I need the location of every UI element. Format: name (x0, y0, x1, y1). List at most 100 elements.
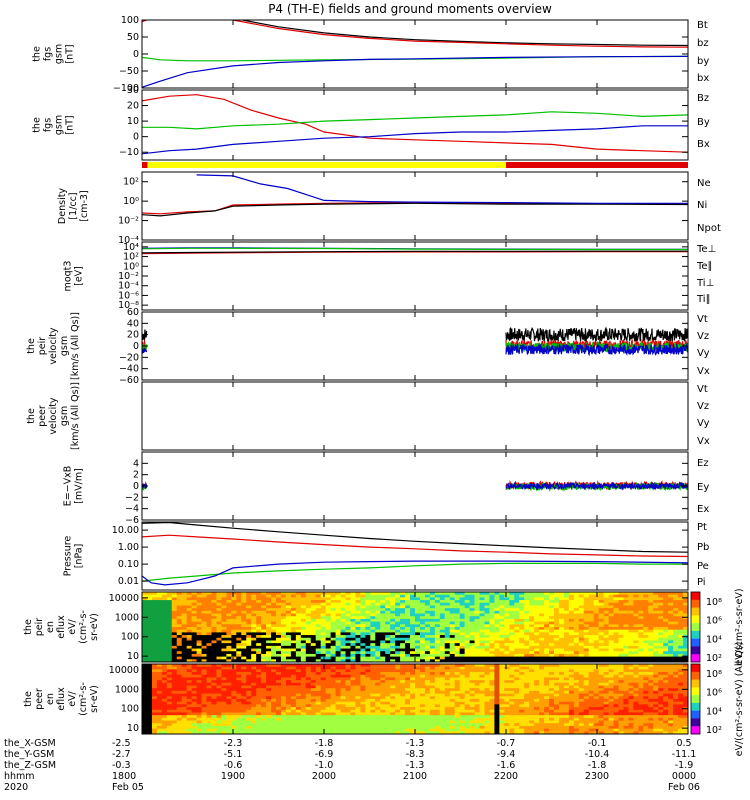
spectrogram-cell (444, 592, 451, 596)
spectrogram-cell (276, 624, 282, 628)
spectrogram-cell (256, 608, 262, 612)
spectrogram-cell (578, 648, 585, 652)
spectrogram-cell (524, 643, 530, 647)
spectrogram-cell (271, 618, 277, 623)
spectrogram-cell (489, 651, 495, 655)
spectrogram-cell (201, 627, 207, 631)
spectrogram-cell (400, 677, 406, 681)
spectrogram-cell (345, 616, 351, 620)
spectrogram-cell (340, 699, 346, 703)
spectrogram-cell (385, 664, 391, 668)
spectrogram-cell (290, 616, 297, 620)
spectrogram-cell (673, 651, 679, 655)
spectrogram-cell (563, 594, 570, 598)
spectrogram-cell (469, 616, 475, 620)
spectrogram-cell (375, 725, 381, 730)
spectrogram-cell (325, 653, 332, 658)
spectrogram-cell (241, 709, 247, 713)
spectrogram-cell (216, 712, 222, 716)
spectrogram-cell (613, 627, 619, 631)
spectrogram-cell (166, 693, 173, 697)
spectrogram-cell (628, 653, 634, 658)
spectrogram-cell (494, 621, 500, 625)
spectrogram-cell (568, 608, 575, 612)
spectrogram-cell (266, 704, 272, 708)
spectrogram-cell (151, 723, 158, 727)
spectrogram-cell (419, 723, 426, 727)
spectrogram-cell (290, 605, 297, 609)
spectrogram-cell (196, 707, 202, 711)
spectrogram-cell (544, 656, 550, 660)
spectrogram-cell (171, 704, 178, 708)
spectrogram-cell (449, 597, 456, 601)
spectrogram-cell (246, 618, 252, 623)
series-line (142, 247, 688, 251)
spectrogram-cell (176, 664, 183, 668)
spectrogram-cell (271, 616, 277, 620)
spectrogram-cell (300, 621, 307, 625)
spectrogram-cell (206, 709, 212, 713)
spectrogram-cell (474, 656, 480, 660)
spectrogram-cell (484, 616, 490, 620)
spectrogram-cell (509, 659, 515, 662)
spectrogram-cell (315, 725, 322, 730)
spectrogram-cell (434, 640, 441, 644)
spectrogram-cell (658, 610, 664, 614)
spectrogram-cell (395, 627, 401, 631)
spectrogram-cell (534, 648, 540, 652)
spectrogram-cell (663, 610, 669, 614)
spectrogram-cell (276, 629, 282, 633)
spectrogram-cell (256, 618, 262, 623)
spectrogram-cell (544, 597, 550, 601)
spectrogram-cell (444, 720, 451, 724)
spectrogram-cell (285, 715, 292, 719)
spectrogram-cell (479, 643, 485, 647)
spectrogram-cell (340, 648, 346, 652)
spectrogram-cell (573, 605, 580, 609)
spectrogram-cell (504, 592, 510, 596)
spectrogram-cell (489, 637, 495, 641)
spectrogram-cell (216, 701, 222, 705)
spectrogram-cell (171, 624, 178, 628)
spectrogram-cell (678, 643, 684, 647)
spectrogram-cell (310, 701, 317, 705)
spectrogram-cell (583, 602, 590, 606)
spectrogram-cell (310, 643, 317, 647)
spectrogram-cell (385, 618, 391, 623)
spectrogram-cell (320, 597, 327, 601)
spectrogram-cell (181, 699, 188, 703)
spectrogram-cell (256, 674, 262, 678)
spectrogram-cell (251, 659, 257, 662)
spectrogram-cell (534, 608, 540, 612)
spectrogram-cell (305, 690, 312, 695)
spectrogram-cell (146, 680, 153, 684)
spectrogram-cell (201, 709, 207, 713)
spectrogram-cell (424, 731, 431, 734)
spectrogram-cell (181, 629, 188, 633)
spectrogram-cell (395, 720, 401, 724)
spectrogram-cell (385, 717, 391, 721)
spectrogram-cell (489, 594, 495, 598)
spectrogram-cell (360, 723, 366, 727)
spectrogram-cell (350, 690, 356, 695)
spectrogram-cell (419, 597, 426, 601)
spectrogram-cell (256, 651, 262, 655)
spectrogram-cell (300, 688, 307, 692)
spectrogram-cell (350, 669, 356, 673)
spectrogram-cell (241, 696, 247, 700)
spectrogram-cell (593, 632, 600, 636)
spectrogram-cell (380, 707, 386, 711)
spectrogram-cell (196, 688, 202, 692)
spectrogram-cell (459, 669, 466, 673)
spectrogram-cell (405, 682, 411, 686)
spectrogram-cell (623, 605, 629, 609)
spectrogram-cell (310, 731, 317, 734)
spectrogram-cell (251, 635, 257, 639)
spectrogram-cell (653, 597, 659, 601)
spectrogram-cell (285, 610, 292, 614)
spectrogram-cell (256, 648, 262, 652)
spectrogram-cell (256, 715, 262, 719)
spectrogram-cell (484, 613, 490, 617)
spectrogram-cell (216, 610, 222, 614)
spectrogram-cell (390, 688, 396, 692)
